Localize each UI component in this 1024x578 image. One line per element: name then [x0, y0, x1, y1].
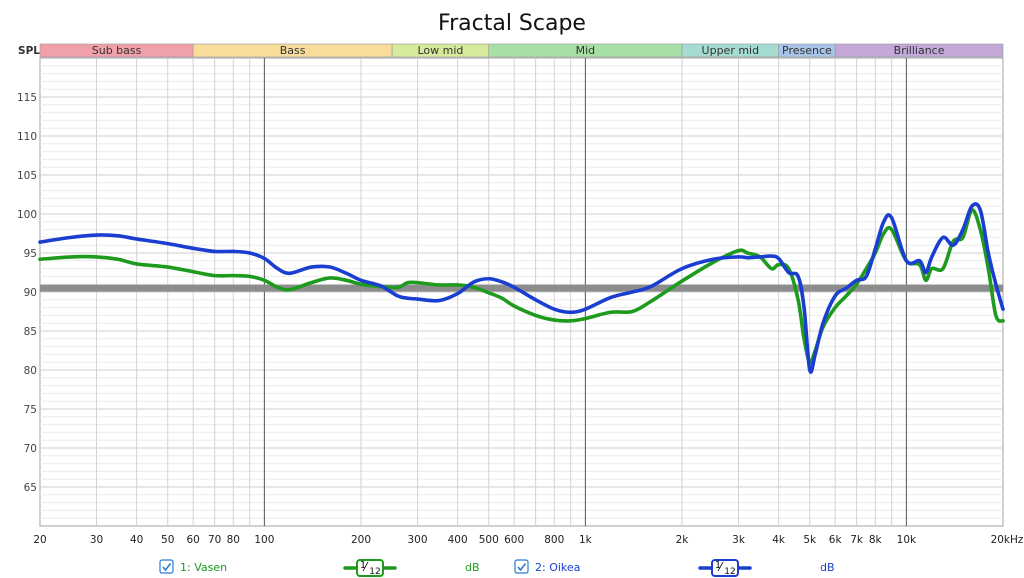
smoothing-denominator: 12 [369, 567, 380, 577]
legend-name-1: 1: Vasen [180, 561, 227, 574]
y-tick-label: 75 [24, 404, 37, 416]
x-tick-label: 70 [208, 534, 221, 546]
band-label-3: Mid [576, 44, 596, 57]
legend-entry-2: 2: Oikea 112 dB [514, 559, 835, 577]
y-tick-label: 115 [17, 92, 37, 104]
legend-entry-1: 1: Vasen 112 dB [159, 559, 480, 577]
band-label-5: Presence [782, 44, 832, 57]
x-tick-label: 300 [408, 534, 428, 546]
y-tick-label: 85 [24, 326, 37, 338]
x-tick-label: 60 [186, 534, 199, 546]
legend-unit-2: dB [820, 561, 835, 574]
series-group [38, 202, 1005, 374]
legend-smoothing-2[interactable]: 112 [698, 559, 752, 577]
legend-checkbox-2[interactable] [514, 559, 529, 574]
y-axis-label: SPL [18, 45, 40, 57]
x-tick-label: 8k [869, 534, 883, 546]
series-line-2 [38, 202, 1005, 374]
check-icon [517, 563, 527, 572]
smoothing-numerator: 1 [715, 560, 721, 571]
x-tick-label: 500 [479, 534, 499, 546]
axes: 20 30 40 50 60 70 80 100 200 300 400 500 600 800 1k 2k 3… [17, 92, 1024, 546]
band-label-1: Bass [280, 44, 306, 57]
x-tick-label: 3k [732, 534, 746, 546]
band-label-4: Upper mid [702, 44, 760, 57]
y-tick-label: 70 [24, 443, 37, 455]
x-tick-label: 2k [676, 534, 690, 546]
y-tick-label: 105 [17, 170, 37, 182]
x-tick-label: 200 [351, 534, 371, 546]
frequency-bands: Sub bass Bass Low mid Mid Upper mid Presence B… [39, 43, 1004, 58]
legend-smoothing-1[interactable]: 112 [343, 559, 397, 577]
y-tick-label: 90 [24, 287, 37, 299]
x-tick-label: 20kHz [991, 534, 1024, 546]
y-tick-label: 110 [17, 131, 37, 143]
smoothing-numerator: 1 [360, 560, 366, 571]
band-label-6: Brilliance [894, 44, 945, 57]
legend-name-2: 2: Oikea [535, 561, 580, 574]
band-label-2: Low mid [417, 44, 463, 57]
y-tick-label: 95 [24, 248, 37, 260]
x-tick-label: 6k [829, 534, 843, 546]
x-tick-label: 400 [448, 534, 468, 546]
x-tick-label: 50 [161, 534, 174, 546]
x-tick-label: 80 [227, 534, 240, 546]
y-tick-label: 80 [24, 365, 37, 377]
legend-checkbox-1[interactable] [159, 559, 174, 574]
x-tick-label: 4k [772, 534, 786, 546]
y-tick-label: 100 [17, 209, 37, 221]
x-tick-label: 20 [33, 534, 46, 546]
x-tick-label: 1k [579, 534, 593, 546]
y-tick-label: 65 [24, 482, 37, 494]
x-tick-label: 800 [544, 534, 564, 546]
band-6 [834, 43, 1004, 58]
x-tick-label: 5k [803, 534, 817, 546]
x-tick-label: 100 [254, 534, 274, 546]
x-tick-label: 600 [504, 534, 524, 546]
legend: 1: Vasen 112 dB 2: Oikea 112 dB [159, 559, 835, 577]
x-tick-label: 7k [850, 534, 864, 546]
smoothing-denominator: 12 [724, 567, 735, 577]
x-tick-label: 40 [130, 534, 143, 546]
check-icon [162, 563, 172, 572]
chart-title: Fractal Scape [438, 11, 586, 36]
x-tick-label: 10k [897, 534, 917, 546]
x-tick-label: 30 [90, 534, 103, 546]
legend-unit-1: dB [465, 561, 480, 574]
band-label-0: Sub bass [92, 44, 142, 57]
